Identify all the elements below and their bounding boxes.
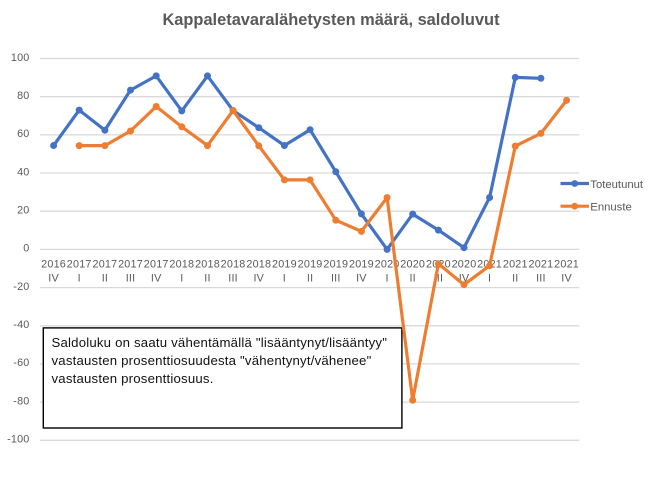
svg-text:-20: -20 [13, 281, 29, 293]
svg-text:2021: 2021 [503, 258, 528, 270]
svg-text:80: 80 [17, 90, 29, 102]
svg-text:vastausten prosenttiosuudesta: vastausten prosenttiosuudesta "vähentyny… [52, 353, 372, 368]
svg-text:IV: IV [151, 273, 162, 285]
svg-text:Kappaletavaralähetysten määrä,: Kappaletavaralähetysten määrä, saldoluvu… [162, 11, 500, 29]
svg-text:I: I [283, 273, 286, 285]
svg-text:60: 60 [17, 128, 29, 140]
svg-text:-100: -100 [7, 434, 29, 446]
svg-text:I: I [78, 273, 81, 285]
svg-text:2017: 2017 [118, 258, 143, 270]
svg-text:III: III [434, 273, 444, 285]
svg-text:Toteutunut: Toteutunut [590, 179, 644, 191]
svg-text:III: III [228, 273, 238, 285]
svg-text:I: I [180, 273, 183, 285]
svg-text:2021: 2021 [528, 258, 553, 270]
svg-text:2018: 2018 [246, 258, 271, 270]
svg-text:II: II [307, 273, 313, 285]
svg-text:2018: 2018 [221, 258, 246, 270]
svg-text:vastausten prosenttiosuus.: vastausten prosenttiosuus. [52, 371, 214, 386]
svg-text:2020: 2020 [452, 258, 477, 270]
svg-text:II: II [204, 273, 210, 285]
svg-text:IV: IV [459, 273, 470, 285]
svg-text:II: II [102, 273, 108, 285]
svg-text:-60: -60 [13, 357, 29, 369]
svg-text:2019: 2019 [272, 258, 297, 270]
svg-text:20: 20 [17, 205, 29, 217]
svg-text:2019: 2019 [349, 258, 374, 270]
svg-text:0: 0 [23, 243, 29, 255]
svg-text:II: II [409, 273, 415, 285]
svg-text:IV: IV [48, 273, 59, 285]
svg-text:Ennuste: Ennuste [590, 202, 631, 214]
svg-text:-80: -80 [13, 395, 29, 407]
svg-text:2021: 2021 [554, 258, 579, 270]
svg-text:III: III [126, 273, 136, 285]
svg-text:I: I [488, 273, 491, 285]
svg-text:I: I [385, 273, 388, 285]
svg-text:IV: IV [253, 273, 264, 285]
svg-text:IV: IV [356, 273, 367, 285]
svg-text:2019: 2019 [298, 258, 323, 270]
svg-text:Saldoluku on saatu vähentämäll: Saldoluku on saatu vähentämällä "lisäänt… [52, 335, 388, 350]
svg-text:II: II [512, 273, 518, 285]
svg-text:III: III [331, 273, 341, 285]
svg-text:100: 100 [11, 52, 30, 64]
svg-text:2020: 2020 [400, 258, 425, 270]
svg-text:III: III [536, 273, 546, 285]
svg-text:2019: 2019 [323, 258, 348, 270]
svg-text:IV: IV [561, 273, 572, 285]
svg-text:40: 40 [17, 166, 29, 178]
svg-text:2018: 2018 [195, 258, 220, 270]
svg-text:2017: 2017 [144, 258, 169, 270]
svg-text:2020: 2020 [375, 258, 400, 270]
svg-text:2017: 2017 [67, 258, 92, 270]
svg-text:-40: -40 [13, 319, 29, 331]
svg-text:2018: 2018 [169, 258, 194, 270]
svg-text:2017: 2017 [92, 258, 117, 270]
svg-text:2016: 2016 [41, 258, 66, 270]
